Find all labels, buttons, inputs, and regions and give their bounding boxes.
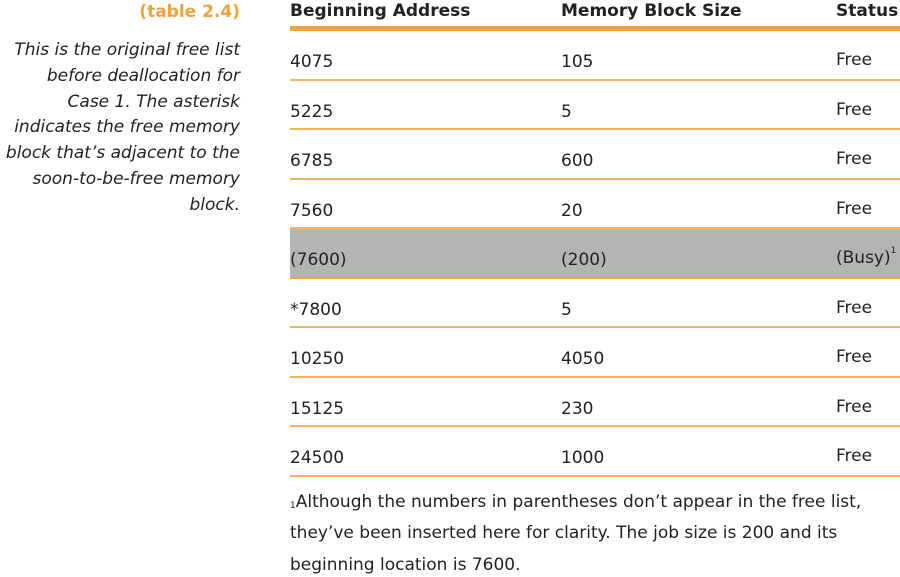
table-footnote: 1Although the numbers in parentheses don… [290, 487, 890, 577]
cell-status: Free [836, 50, 873, 70]
cell-address: 5225 [290, 101, 334, 122]
cell-status: Free [836, 149, 873, 169]
header-memory-block-size: Memory Block Size [561, 1, 742, 21]
cell-address: 15125 [290, 398, 345, 419]
table-row-busy: (7600) (200) (Busy)1 [290, 229, 900, 279]
cell-size: 5 [561, 101, 572, 122]
free-list-table: Beginning Address Memory Block Size Stat… [290, 0, 900, 577]
cell-status: Free [836, 347, 873, 367]
table-row: 5225 5 Free [290, 81, 900, 130]
cell-size: 230 [561, 398, 594, 419]
caption-text: This is the original free list before de… [5, 40, 240, 215]
footnote-text: Although the numbers in parentheses don’… [290, 491, 862, 575]
table-row: 15125 230 Free [290, 378, 900, 427]
cell-size: 4050 [561, 349, 605, 369]
cell-size: (200) [561, 250, 607, 270]
cell-size: 5 [561, 299, 572, 320]
cell-status: Free [836, 446, 873, 466]
table-row: 4075 105 Free [290, 31, 900, 81]
table-caption: (table 2.4) This is the original free li… [0, 0, 240, 219]
cell-size: 105 [561, 52, 594, 72]
cell-address: 4075 [290, 52, 334, 72]
cell-status: Free [836, 297, 873, 318]
table-header: Beginning Address Memory Block Size Stat… [290, 0, 900, 31]
table-row: 10250 4050 Free [290, 328, 900, 378]
status-text: (Busy) [836, 248, 891, 268]
header-beginning-address: Beginning Address [290, 1, 471, 21]
cell-status: Free [836, 198, 873, 219]
table-number: (table 2.4) [139, 2, 240, 22]
cell-address: 24500 [290, 448, 345, 468]
cell-address: 10250 [290, 349, 345, 369]
footnote-ref: 1 [890, 246, 897, 256]
cell-status: Free [836, 396, 873, 417]
cell-size: 1000 [561, 448, 605, 468]
cell-address: 6785 [290, 151, 334, 171]
cell-address: 7560 [290, 200, 334, 221]
cell-status: Free [836, 99, 873, 120]
table-row: *7800 5 Free [290, 279, 900, 328]
header-status: Status [836, 1, 899, 21]
table-row: 6785 600 Free [290, 130, 900, 180]
cell-status: (Busy)1 [836, 246, 897, 268]
cell-address: (7600) [290, 250, 347, 270]
table-row: 24500 1000 Free [290, 427, 900, 477]
table-row: 7560 20 Free [290, 180, 900, 229]
cell-size: 600 [561, 151, 594, 171]
footnote-marker: 1 [290, 500, 296, 511]
cell-size: 20 [561, 200, 583, 221]
cell-address: *7800 [290, 299, 342, 320]
